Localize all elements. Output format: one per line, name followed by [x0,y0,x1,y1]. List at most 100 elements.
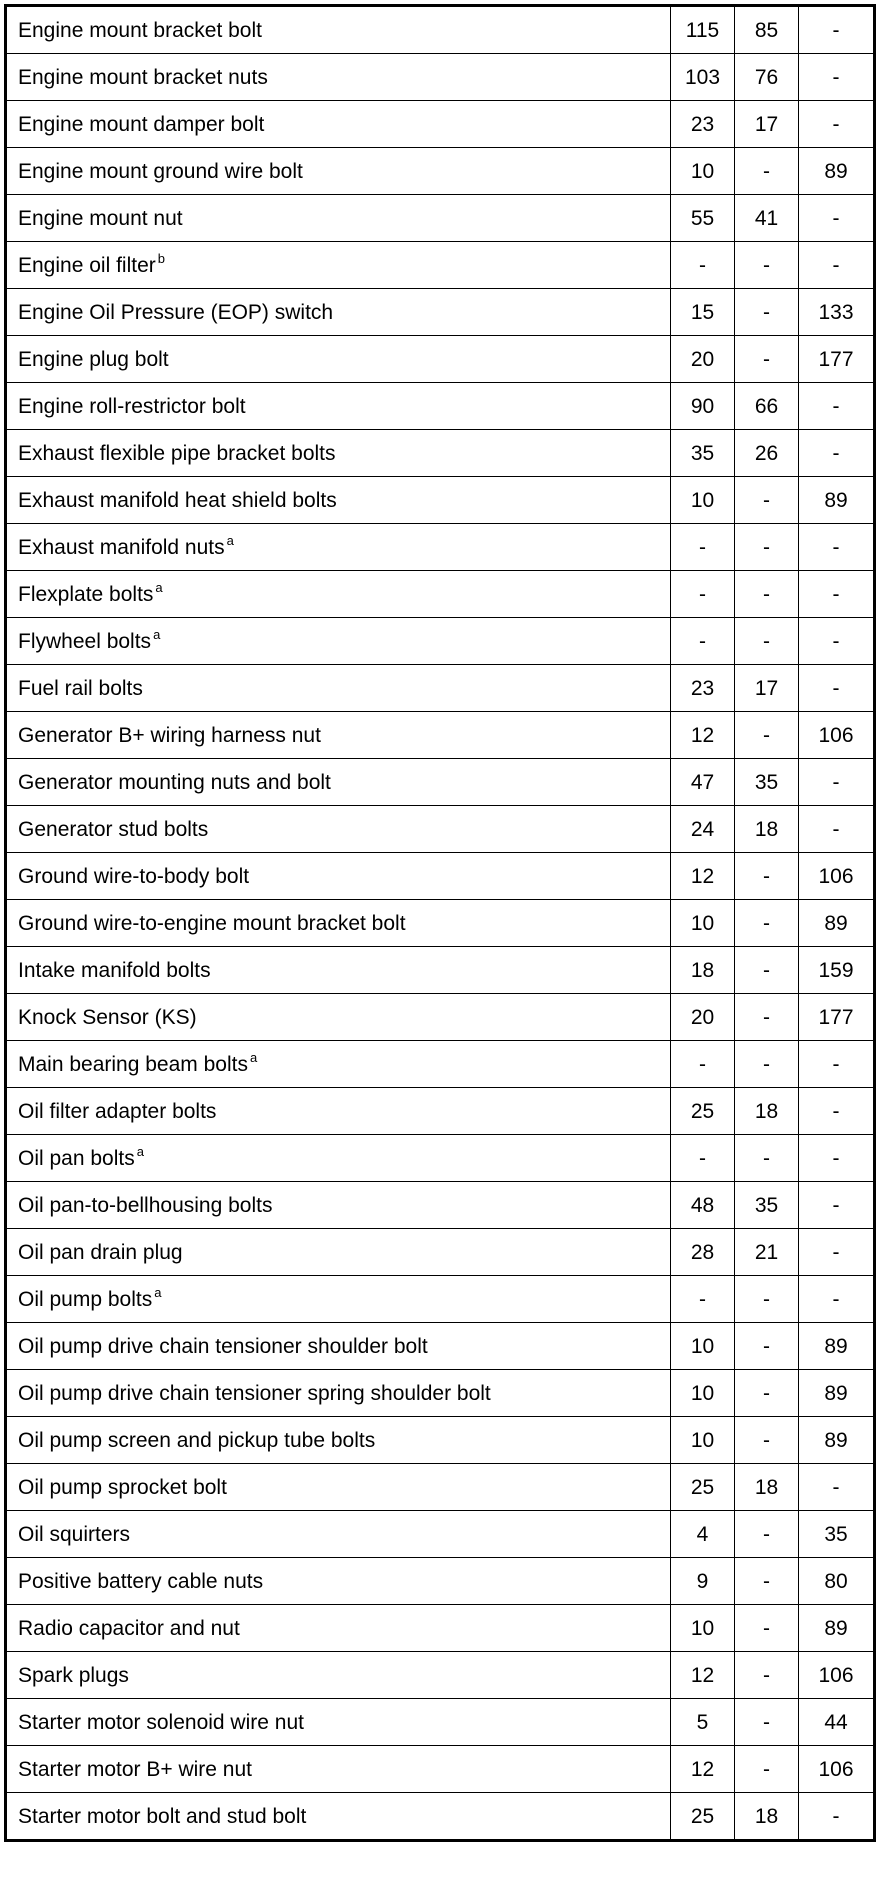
torque-nm: 12 [670,711,735,759]
torque-lbft: - [734,1416,799,1464]
fastener-name: Intake manifold bolts [5,946,671,994]
torque-lbft: 41 [734,194,799,242]
torque-lbft: 26 [734,429,799,477]
table-row: Oil pump bolts a - - - [5,1275,875,1323]
torque-lbin: 44 [798,1698,875,1746]
torque-lbin: - [798,429,875,477]
table-row: Exhaust manifold nuts a - - - [5,523,875,571]
table-row: Engine plug bolt 20-177 [5,335,875,383]
torque-lbft: - [734,1275,799,1323]
table-row: Engine mount bracket nuts 103 76- [5,53,875,101]
table-row: Engine oil filter b - - - [5,241,875,289]
torque-nm: 9 [670,1557,735,1605]
fastener-name-text: Oil pump drive chain tensioner shoulder … [18,1334,428,1358]
fastener-name-text: Starter motor B+ wire nut [18,1757,253,1781]
torque-nm: 12 [670,1651,735,1699]
torque-nm: 47 [670,758,735,806]
torque-nm: 20 [670,335,735,383]
torque-nm: 15 [670,288,735,336]
fastener-name-text: Oil pump drive chain tensioner spring sh… [18,1381,491,1405]
torque-lbin: - [798,194,875,242]
torque-nm: 24 [670,805,735,853]
torque-nm: - [670,523,735,571]
torque-lbft: - [734,1557,799,1605]
fastener-name: Ground wire-to-body bolt [5,852,671,900]
torque-nm: 10 [670,1604,735,1652]
fastener-name-text: Generator B+ wiring harness nut [18,723,321,747]
torque-lbin: - [798,1792,875,1841]
torque-nm: 115 [670,5,735,54]
table-row: Exhaust manifold heat shield bolts 10-89 [5,476,875,524]
torque-lbin: - [798,1134,875,1182]
fastener-name: Knock Sensor (KS) [5,993,671,1041]
fastener-name: Oil pan bolts a [5,1134,671,1182]
footnote-marker: b [157,250,165,266]
table-row: Fuel rail bolts 23 17- [5,664,875,712]
torque-nm: 10 [670,899,735,947]
footnote-marker: a [226,532,234,548]
fastener-name-text: Starter motor solenoid wire nut [18,1710,304,1734]
torque-lbft: - [734,946,799,994]
torque-lbft: 18 [734,1463,799,1511]
fastener-name: Oil pump drive chain tensioner shoulder … [5,1322,671,1370]
fastener-name: Fuel rail bolts [5,664,671,712]
fastener-name-text: Engine Oil Pressure (EOP) switch [18,300,334,324]
torque-lbin: - [798,1228,875,1276]
table-row: Ground wire-to-body bolt 12-106 [5,852,875,900]
fastener-name: Radio capacitor and nut [5,1604,671,1652]
torque-nm: 20 [670,993,735,1041]
torque-nm: 10 [670,476,735,524]
torque-lbft: - [734,1604,799,1652]
fastener-name: Oil pump drive chain tensioner spring sh… [5,1369,671,1417]
table-row: Oil pump screen and pickup tube bolts 10-… [5,1416,875,1464]
torque-lbin: - [798,382,875,430]
table-row: Generator B+ wiring harness nut 12-106 [5,711,875,759]
torque-lbin: - [798,570,875,618]
torque-lbin: 89 [798,1604,875,1652]
table-row: Oil pan bolts a - - - [5,1134,875,1182]
torque-nm: 23 [670,100,735,148]
fastener-name: Engine mount damper bolt [5,100,671,148]
torque-lbft: - [734,617,799,665]
fastener-name: Ground wire-to-engine mount bracket bolt [5,899,671,947]
torque-lbft: - [734,1134,799,1182]
table-row: Radio capacitor and nut 10-89 [5,1604,875,1652]
table-row: Oil squirters 4-35 [5,1510,875,1558]
table-row: Engine mount ground wire bolt 10-89 [5,147,875,195]
torque-lbin: 177 [798,993,875,1041]
fastener-name-text: Engine mount bracket bolt [18,18,262,42]
torque-lbft: - [734,711,799,759]
torque-lbin: 133 [798,288,875,336]
torque-lbft: - [734,1322,799,1370]
torque-lbin: 177 [798,335,875,383]
torque-lbft: 35 [734,1181,799,1229]
fastener-name-text: Oil pump screen and pickup tube bolts [18,1428,376,1452]
footnote-marker: a [249,1049,258,1065]
fastener-name: Generator mounting nuts and bolt [5,758,671,806]
fastener-name-text: Generator stud bolts [18,817,209,841]
torque-spec-table: Engine mount bracket bolt 115 85- Engine mo… [4,4,876,1842]
torque-nm: - [670,617,735,665]
table-row: Engine mount bracket bolt 115 85- [5,5,875,54]
torque-lbin: - [798,664,875,712]
torque-lbin: 89 [798,147,875,195]
fastener-name: Spark plugs [5,1651,671,1699]
fastener-name-text: Oil pump bolts [18,1287,153,1311]
torque-lbft: - [734,570,799,618]
fastener-name: Flywheel bolts a [5,617,671,665]
torque-nm: 25 [670,1087,735,1135]
fastener-name-text: Ground wire-to-body bolt [18,864,250,888]
torque-lbin: - [798,53,875,101]
fastener-name: Exhaust manifold nuts a [5,523,671,571]
torque-lbft: - [734,1369,799,1417]
torque-lbin: - [798,5,875,54]
torque-lbft: 18 [734,805,799,853]
torque-nm: - [670,1275,735,1323]
fastener-name: Engine plug bolt [5,335,671,383]
fastener-name: Engine mount nut [5,194,671,242]
fastener-name-text: Radio capacitor and nut [18,1616,240,1640]
table-row: Engine mount nut 55 41- [5,194,875,242]
torque-nm: 35 [670,429,735,477]
fastener-name-text: Engine mount bracket nuts [18,65,268,89]
fastener-name-text: Engine mount damper bolt [18,112,265,136]
